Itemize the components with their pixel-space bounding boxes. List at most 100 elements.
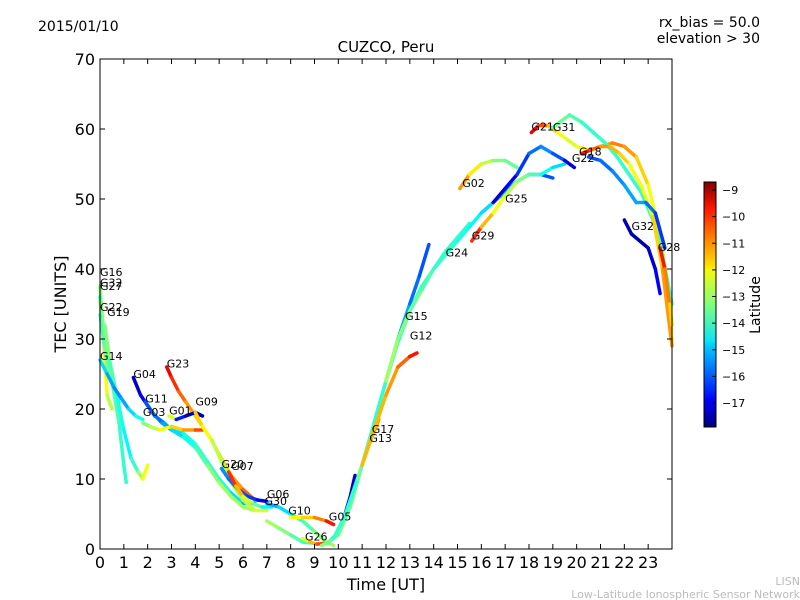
satellite-label: G28: [658, 241, 681, 254]
satellite-label: G27: [100, 280, 123, 293]
data-segment: [408, 274, 422, 306]
data-segment: [396, 354, 412, 369]
data-segment: [574, 144, 591, 152]
data-segment: [431, 253, 448, 271]
data-segment: [103, 358, 109, 397]
colorbar-tick-label: −9: [722, 184, 738, 197]
data-segment: [615, 155, 631, 177]
colorbar-tick-label: −13: [722, 291, 745, 304]
data-segment: [527, 144, 543, 156]
x-tick-label: 6: [238, 553, 248, 572]
chart-title: CUZCO, Peru: [338, 38, 435, 56]
data-segment: [217, 480, 233, 499]
colorbar-tick-label: −15: [722, 344, 745, 357]
satellite-label: G10: [288, 505, 311, 518]
data-segment: [143, 400, 155, 415]
data-segment: [622, 144, 638, 159]
colorbar-tick-label: −11: [722, 237, 745, 250]
colorbar-label: Latitude: [748, 276, 764, 334]
series-g02: [458, 158, 519, 191]
data-segment: [396, 309, 412, 341]
data-segment: [122, 463, 128, 485]
date-label: 2015/01/10: [38, 19, 119, 35]
x-tick-label: 15: [447, 553, 467, 572]
data-segment: [646, 246, 658, 271]
data-segment: [660, 267, 674, 348]
y-tick-label: 0: [85, 540, 95, 559]
data-segment: [629, 232, 650, 250]
series-g25: [491, 144, 577, 205]
data-segment: [384, 365, 400, 397]
satellite-label: G32: [100, 277, 123, 290]
data-segment: [114, 393, 126, 432]
series-g10: [288, 515, 336, 527]
series-g29: [470, 162, 567, 243]
satellite-label: G31: [553, 121, 576, 134]
data-segment: [169, 375, 181, 394]
data-segment: [103, 344, 114, 383]
data-segment: [219, 466, 231, 481]
data-segment: [164, 365, 174, 380]
x-tick-label: 10: [328, 553, 348, 572]
data-segment: [277, 526, 293, 537]
y-tick-label: 10: [75, 470, 95, 489]
data-segment: [558, 113, 572, 124]
data-segment: [610, 169, 627, 187]
data-segment: [658, 246, 667, 271]
x-tick-label: 11: [352, 553, 372, 572]
data-segment: [639, 183, 655, 219]
series-g18: [579, 144, 674, 348]
data-segment: [653, 267, 662, 296]
series-g11: [143, 400, 257, 513]
satellite-label: G12: [410, 330, 433, 343]
x-tick-label: 0: [95, 553, 105, 572]
series-g14: [98, 358, 145, 422]
data-segment: [551, 162, 567, 170]
series-g22b: [586, 155, 667, 250]
axes-frame: [99, 58, 673, 550]
x-tick-label: 13: [400, 553, 420, 572]
axis-ticks: 0 1 2 3 4 5 6 7 8 9 10 11 12 13 14 15 16 17 18 19 20 21 22 2301…: [75, 50, 672, 572]
series-g03: [141, 421, 205, 432]
data-segment: [288, 533, 305, 544]
data-segment: [551, 151, 567, 163]
data-segment: [515, 151, 531, 177]
data-segment: [141, 463, 150, 481]
data-segment: [229, 491, 245, 506]
colorbar: [703, 181, 717, 428]
x-tick-label: 16: [471, 553, 491, 572]
colorbar-tick-label: −17: [722, 397, 745, 410]
x-tick-label: 9: [309, 553, 319, 572]
satellite-label: G07: [231, 460, 254, 473]
data-segment: [491, 193, 507, 215]
data-segment: [503, 172, 519, 191]
data-segment: [360, 428, 376, 467]
x-tick-label: 5: [214, 553, 224, 572]
data-segment: [443, 239, 460, 257]
satellite-label: G26: [305, 531, 328, 544]
data-segment: [324, 519, 336, 527]
data-segment: [610, 141, 627, 149]
series-g24: [384, 172, 555, 383]
x-tick-label: 8: [286, 553, 296, 572]
data-segment: [122, 428, 133, 460]
data-segment: [470, 225, 484, 243]
data-segment: [565, 137, 579, 149]
footer-lisn: LISN: [775, 575, 800, 588]
data-segment: [479, 211, 495, 229]
x-tick-label: 7: [262, 553, 272, 572]
data-segment: [634, 155, 650, 187]
y-axis-label: TEC [UNITS]: [51, 256, 70, 354]
y-tick-label: 20: [75, 400, 95, 419]
y-tick-label: 40: [75, 260, 95, 279]
satellite-label: G29: [472, 230, 495, 243]
data-segment: [181, 431, 198, 446]
data-segment: [117, 421, 126, 467]
data-segment: [105, 393, 114, 411]
data-segment: [241, 498, 257, 513]
satellite-label: G20: [222, 458, 245, 471]
data-segment: [265, 519, 281, 530]
data-segment: [455, 221, 472, 240]
data-segment: [176, 389, 188, 404]
